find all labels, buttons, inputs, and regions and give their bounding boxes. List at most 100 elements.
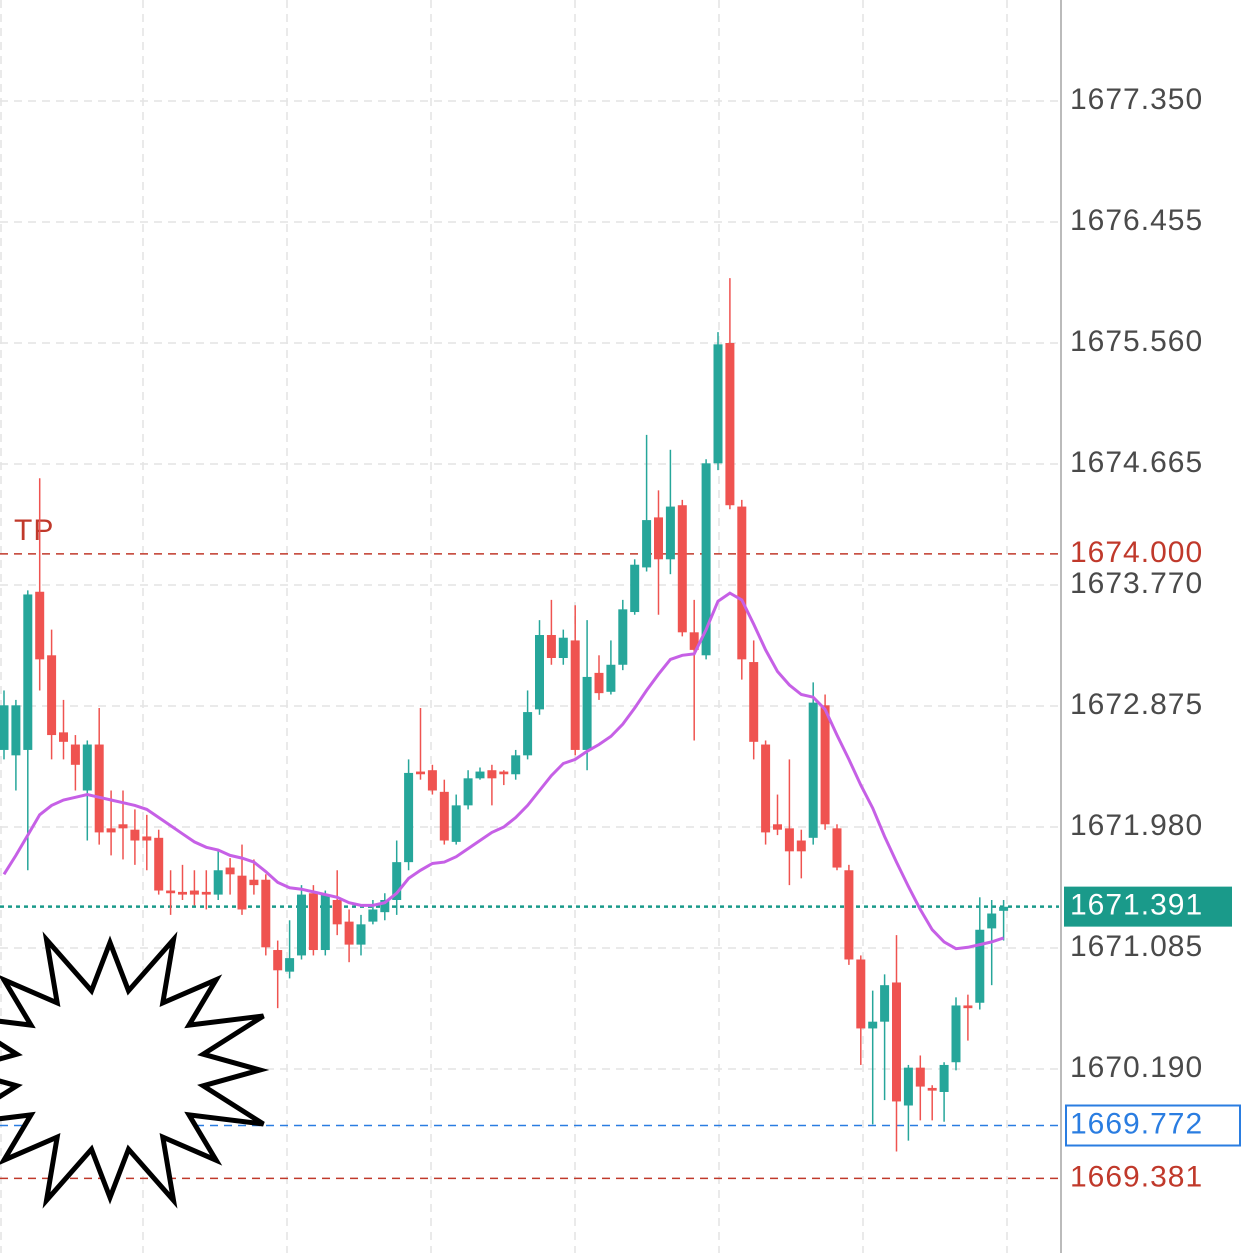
candle-body: [951, 1005, 961, 1063]
y-tick-label: 1672.875: [1070, 688, 1203, 721]
candle-body: [903, 1067, 913, 1106]
moving-average: [2, 591, 1005, 951]
candle-body: [332, 900, 342, 925]
candle-body: [201, 891, 211, 895]
candle-body: [523, 712, 533, 756]
candle-body: [558, 637, 568, 659]
candle-body: [392, 862, 402, 901]
candle-body: [11, 705, 21, 756]
candle-body: [975, 929, 985, 1003]
candle-body: [297, 894, 306, 956]
y-tick-label: 1671.085: [1070, 930, 1203, 963]
candle-body: [856, 959, 866, 1029]
price-line-name: TP: [14, 514, 54, 547]
candle-body: [237, 875, 247, 910]
candle-body: [475, 771, 485, 779]
candle-body: [499, 771, 509, 775]
grid: [0, 100, 1060, 1070]
candle-body: [773, 824, 782, 830]
price-box: [1064, 886, 1232, 927]
candle-body: [23, 594, 33, 750]
candle-body: [356, 924, 366, 945]
candle-body: [249, 879, 259, 886]
candle-body: [130, 829, 140, 841]
candle-body: [737, 506, 747, 660]
y-tick-label: 1673.770: [1070, 567, 1203, 600]
candle-body: [713, 344, 723, 464]
candle-body: [487, 770, 497, 779]
candle-body: [368, 909, 378, 922]
y-tick-label: 1671.980: [1070, 809, 1203, 842]
candle-body: [427, 770, 437, 791]
candle-body: [0, 705, 9, 750]
candle-body: [142, 836, 152, 841]
price-line-label: 1669.772: [1070, 1107, 1203, 1140]
candle-body: [832, 828, 842, 868]
y-tick-label: 1670.190: [1070, 1051, 1203, 1084]
candle-body: [892, 982, 901, 1102]
candle-body: [582, 676, 592, 750]
candle-body: [416, 771, 425, 775]
candle-body: [796, 840, 806, 852]
candle-body: [868, 1021, 878, 1029]
candle-body: [344, 921, 354, 945]
candle-body: [701, 463, 711, 656]
candle-body: [546, 635, 556, 659]
candle-body: [618, 609, 628, 665]
candle-body: [82, 744, 92, 791]
candle-body: [308, 893, 318, 951]
candle-body: [154, 837, 164, 891]
candle-body: [439, 791, 449, 841]
candle-body: [606, 664, 616, 692]
ma-line: [2, 591, 1005, 951]
candle-body: [820, 705, 830, 825]
price-line-label: 1671.391: [1070, 889, 1203, 922]
candle-body: [70, 744, 80, 765]
y-tick-label: 1677.350: [1070, 83, 1203, 116]
price-line-label: 1674.000: [1070, 536, 1203, 569]
y-tick-label: 1675.560: [1070, 325, 1203, 358]
candle-body: [225, 867, 235, 875]
candle-body: [118, 824, 128, 829]
candle-body: [844, 870, 854, 960]
candle-body: [535, 635, 544, 710]
candle-body: [320, 894, 330, 951]
candle-body: [642, 520, 652, 568]
candle-body: [784, 828, 794, 852]
candle-body: [677, 505, 687, 633]
candle-body: [880, 985, 890, 1022]
candle-body: [166, 890, 176, 894]
candle-body: [725, 342, 735, 506]
candle-body: [106, 828, 116, 833]
candle-body: [47, 655, 57, 736]
candle-body: [939, 1064, 949, 1092]
candle-body: [689, 632, 699, 650]
candle-body: [594, 672, 604, 694]
candle-body: [178, 891, 187, 895]
candle-body: [761, 744, 771, 833]
y-tick-label: 1674.665: [1070, 446, 1203, 479]
price-box: [1065, 1104, 1241, 1147]
candle-body: [808, 702, 818, 838]
candle-body: [570, 640, 580, 750]
price-line-label: 1669.381: [1070, 1160, 1203, 1193]
candle-body: [511, 755, 521, 775]
candle-body: [285, 958, 295, 972]
candle-body: [999, 906, 1009, 911]
candle-body: [189, 890, 199, 895]
candle-body: [749, 662, 759, 742]
candle-body: [463, 778, 473, 806]
candle-body: [963, 1005, 973, 1009]
y-tick-label: 1676.455: [1070, 204, 1203, 237]
candle-body: [35, 591, 45, 660]
price-lines: TP: [0, 514, 1060, 1180]
candle-body: [927, 1087, 937, 1091]
candle-body: [261, 879, 271, 948]
candle-body: [213, 870, 223, 895]
candle-body: [380, 900, 390, 913]
candle-body: [654, 517, 663, 560]
candle-body: [404, 772, 414, 863]
candle-body: [273, 950, 283, 971]
candle-body: [451, 805, 461, 842]
